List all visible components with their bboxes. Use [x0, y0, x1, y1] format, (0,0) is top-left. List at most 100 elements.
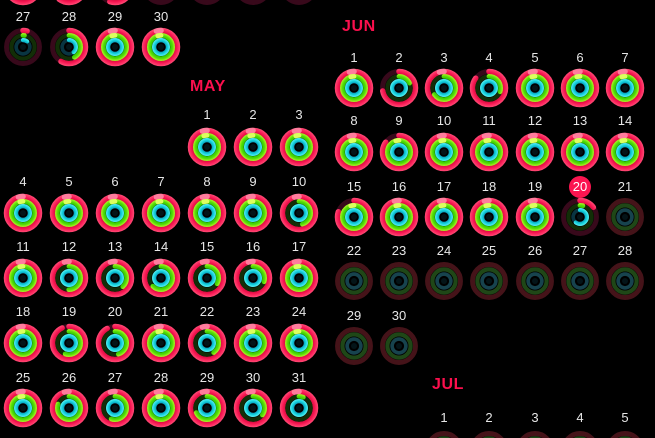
day-number: 29	[199, 370, 215, 385]
activity-rings	[560, 197, 600, 237]
day-jun-18[interactable]: 18	[467, 178, 511, 239]
day-may-7[interactable]: 7	[139, 173, 183, 235]
day-jun-21[interactable]: 21	[603, 178, 647, 239]
activity-rings	[279, 258, 319, 298]
day-may-25[interactable]: 25	[1, 369, 45, 430]
day-may-4[interactable]: 4	[1, 173, 45, 235]
day-may-11[interactable]: 11	[1, 238, 45, 300]
day-jul-3[interactable]: 3	[513, 409, 557, 438]
day-apr-27[interactable]: 27	[1, 8, 45, 69]
day-may-3[interactable]: 3	[277, 106, 321, 169]
day-number: 1	[203, 107, 211, 122]
day-may-21[interactable]: 21	[139, 303, 183, 365]
day-may-28[interactable]: 28	[139, 369, 183, 430]
day-apr-clipped-2[interactable]	[93, 0, 137, 8]
day-jun-26[interactable]: 26	[513, 242, 557, 303]
day-jun-12[interactable]: 12	[513, 112, 557, 174]
day-jun-2[interactable]: 2	[377, 49, 421, 110]
day-jun-7[interactable]: 7	[603, 49, 647, 110]
day-may-9[interactable]: 9	[231, 173, 275, 235]
day-may-5[interactable]: 5	[47, 173, 91, 235]
day-jun-17[interactable]: 17	[422, 178, 466, 239]
day-jun-13[interactable]: 13	[558, 112, 602, 174]
day-jun-15[interactable]: 15	[332, 178, 376, 239]
day-apr-clipped-1[interactable]	[47, 0, 91, 8]
day-jun-1[interactable]: 1	[332, 49, 376, 110]
day-jun-28[interactable]: 28	[603, 242, 647, 303]
activity-rings	[49, 388, 89, 428]
day-may-15[interactable]: 15	[185, 238, 229, 300]
day-may-2[interactable]: 2	[231, 106, 275, 169]
activity-rings	[95, 27, 135, 67]
day-jun-29[interactable]: 29	[332, 307, 376, 368]
day-number: 28	[617, 243, 633, 258]
day-apr-29[interactable]: 29	[93, 8, 137, 69]
day-jul-5[interactable]: 5	[603, 409, 647, 438]
day-number: 26	[527, 243, 543, 258]
day-may-1[interactable]: 1	[185, 106, 229, 169]
day-jun-14[interactable]: 14	[603, 112, 647, 174]
day-jun-3[interactable]: 3	[422, 49, 466, 110]
day-jun-9[interactable]: 9	[377, 112, 421, 174]
day-jun-5[interactable]: 5	[513, 49, 557, 110]
activity-rings	[279, 388, 319, 428]
day-may-6[interactable]: 6	[93, 173, 137, 235]
day-may-10[interactable]: 10	[277, 173, 321, 235]
day-jul-1[interactable]: 1	[422, 409, 466, 438]
day-jun-20[interactable]: 20	[558, 176, 602, 239]
activity-rings	[606, 198, 644, 236]
day-apr-30[interactable]: 30	[139, 8, 183, 69]
day-may-24[interactable]: 24	[277, 303, 321, 365]
day-jun-19[interactable]: 19	[513, 178, 557, 239]
day-jun-24[interactable]: 24	[422, 242, 466, 303]
day-may-30[interactable]: 30	[231, 369, 275, 430]
day-apr-clipped-5[interactable]	[231, 0, 275, 8]
activity-rings	[3, 0, 43, 6]
day-jun-4[interactable]: 4	[467, 49, 511, 110]
today-badge	[569, 176, 591, 198]
day-may-26[interactable]: 26	[47, 369, 91, 430]
day-jun-11[interactable]: 11	[467, 112, 511, 174]
day-jun-27[interactable]: 27	[558, 242, 602, 303]
day-may-31[interactable]: 31	[277, 369, 321, 430]
activity-rings	[141, 193, 181, 233]
day-jun-10[interactable]: 10	[422, 112, 466, 174]
day-number: 18	[481, 179, 497, 194]
activity-rings	[379, 68, 419, 108]
day-may-18[interactable]: 18	[1, 303, 45, 365]
day-jun-30[interactable]: 30	[377, 307, 421, 368]
day-may-12[interactable]: 12	[47, 238, 91, 300]
day-apr-clipped-4[interactable]	[185, 0, 229, 8]
day-apr-clipped-3[interactable]	[139, 0, 183, 8]
day-apr-28[interactable]: 28	[47, 8, 91, 69]
activity-rings	[194, 0, 220, 5]
day-jun-25[interactable]: 25	[467, 242, 511, 303]
activity-rings	[3, 193, 43, 233]
day-number: 28	[61, 9, 77, 24]
day-may-16[interactable]: 16	[231, 238, 275, 300]
day-number: 16	[391, 179, 407, 194]
day-may-19[interactable]: 19	[47, 303, 91, 365]
day-jun-8[interactable]: 8	[332, 112, 376, 174]
day-may-13[interactable]: 13	[93, 238, 137, 300]
day-may-27[interactable]: 27	[93, 369, 137, 430]
activity-rings	[95, 0, 135, 6]
day-apr-clipped-6[interactable]	[277, 0, 321, 8]
day-may-29[interactable]: 29	[185, 369, 229, 430]
day-jun-22[interactable]: 22	[332, 242, 376, 303]
day-may-23[interactable]: 23	[231, 303, 275, 365]
day-may-14[interactable]: 14	[139, 238, 183, 300]
day-may-8[interactable]: 8	[185, 173, 229, 235]
day-jun-16[interactable]: 16	[377, 178, 421, 239]
day-number: 22	[346, 243, 362, 258]
day-may-22[interactable]: 22	[185, 303, 229, 365]
day-jun-6[interactable]: 6	[558, 49, 602, 110]
day-jul-4[interactable]: 4	[558, 409, 602, 438]
day-apr-clipped-0[interactable]	[1, 0, 45, 8]
day-jul-2[interactable]: 2	[467, 409, 511, 438]
day-jun-23[interactable]: 23	[377, 242, 421, 303]
day-may-17[interactable]: 17	[277, 238, 321, 300]
day-may-20[interactable]: 20	[93, 303, 137, 365]
activity-rings	[424, 197, 464, 237]
